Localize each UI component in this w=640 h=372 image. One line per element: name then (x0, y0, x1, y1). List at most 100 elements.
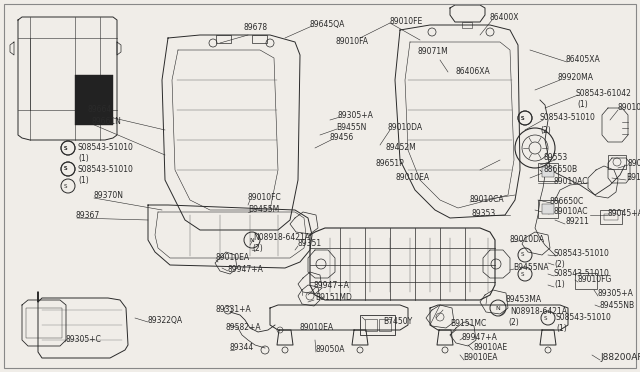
Text: 89582+A: 89582+A (226, 323, 262, 331)
Text: 89305+C: 89305+C (65, 336, 101, 344)
Text: 89010AE: 89010AE (473, 343, 507, 353)
Bar (542, 167, 554, 177)
Text: S: S (64, 145, 67, 151)
Bar (360, 315, 395, 335)
Text: 89651P: 89651P (376, 158, 404, 167)
Text: (1): (1) (554, 280, 564, 289)
Text: 89344: 89344 (230, 343, 254, 353)
Bar (538, 163, 558, 181)
Text: 89050A: 89050A (316, 346, 346, 355)
Bar (604, 214, 618, 220)
Text: 89010EA: 89010EA (300, 324, 334, 333)
Bar (379, 319, 391, 331)
Text: 89920MA: 89920MA (558, 74, 594, 83)
Text: 89305+A: 89305+A (598, 289, 634, 298)
Bar (462, 22, 472, 28)
Text: S08543-51010: S08543-51010 (554, 250, 610, 259)
Text: S08543-51010: S08543-51010 (556, 314, 612, 323)
Text: B9455NA: B9455NA (513, 263, 548, 272)
Text: 86405XA: 86405XA (565, 55, 600, 64)
Text: 89010CA: 89010CA (470, 196, 504, 205)
Text: B9151MD: B9151MD (315, 294, 352, 302)
Text: 89010EA: 89010EA (215, 253, 249, 263)
Bar (575, 273, 597, 289)
Text: S08543-51010: S08543-51010 (540, 113, 596, 122)
Text: S: S (64, 183, 67, 189)
Text: N: N (495, 305, 500, 311)
Text: 89010AA: 89010AA (617, 103, 640, 112)
Text: 89553: 89553 (544, 154, 568, 163)
Text: 89456: 89456 (330, 134, 355, 142)
Text: B9455N: B9455N (336, 122, 366, 131)
Text: S: S (521, 115, 525, 121)
Text: 89211: 89211 (565, 218, 589, 227)
Text: B9455M: B9455M (248, 205, 279, 215)
Text: 89045+A: 89045+A (608, 208, 640, 218)
Text: 89353: 89353 (472, 208, 496, 218)
Text: B9151MC: B9151MC (450, 318, 486, 327)
Text: (2): (2) (554, 260, 564, 269)
Text: 89452M: 89452M (386, 144, 417, 153)
Bar (75, 75, 113, 125)
Bar (252, 35, 267, 43)
Text: 89331+A: 89331+A (215, 305, 251, 314)
Bar (608, 155, 626, 169)
Text: J88200AF: J88200AF (600, 353, 640, 362)
Text: S: S (521, 272, 525, 276)
Text: (2): (2) (540, 125, 551, 135)
Bar (542, 204, 554, 214)
Text: S08543-51010: S08543-51010 (78, 164, 134, 173)
Text: 89010FA: 89010FA (335, 38, 368, 46)
Text: 86400X: 86400X (490, 13, 520, 22)
Text: N08918-6421A: N08918-6421A (253, 234, 310, 243)
Text: 89351: 89351 (297, 240, 321, 248)
Bar (26, 308, 62, 338)
Text: 89010FE: 89010FE (390, 17, 423, 26)
Text: N: N (249, 237, 253, 243)
Text: 89305+A: 89305+A (338, 110, 374, 119)
Text: 89455NB: 89455NB (600, 301, 635, 310)
Text: 89010FG: 89010FG (578, 276, 612, 285)
Text: 89322QA: 89322QA (148, 315, 183, 324)
Text: (1): (1) (78, 176, 89, 185)
Bar (538, 200, 558, 218)
Text: 89645QA: 89645QA (310, 20, 346, 29)
Text: 89367: 89367 (75, 211, 99, 219)
Text: 89370N: 89370N (93, 192, 123, 201)
Text: 89947+A: 89947+A (313, 282, 349, 291)
Bar (365, 319, 377, 331)
Text: S08543-61042: S08543-61042 (575, 89, 631, 97)
Text: 89010EA: 89010EA (395, 173, 429, 183)
Text: 89010AC: 89010AC (553, 208, 588, 217)
Text: B9010EA: B9010EA (463, 353, 497, 362)
Text: 89010FC: 89010FC (248, 193, 282, 202)
Text: 89071M: 89071M (418, 48, 449, 57)
Text: B9119+A: B9119+A (626, 173, 640, 183)
Text: (2): (2) (252, 244, 263, 253)
Text: 89010DA: 89010DA (510, 235, 545, 244)
Text: S: S (64, 167, 67, 171)
Text: 89453MA: 89453MA (505, 295, 541, 305)
Bar (216, 35, 231, 43)
Text: 89661N: 89661N (92, 118, 122, 126)
Text: 886650B: 886650B (543, 166, 577, 174)
Text: 886650C: 886650C (549, 196, 583, 205)
Text: S: S (544, 315, 547, 321)
Text: 89010AC: 89010AC (554, 176, 589, 186)
Text: 89678: 89678 (243, 23, 267, 32)
Text: 89947+A: 89947+A (228, 264, 264, 273)
Text: (2): (2) (508, 318, 519, 327)
Text: S: S (521, 253, 525, 257)
Text: (1): (1) (577, 100, 588, 109)
Bar (600, 210, 622, 224)
Text: 89947+A: 89947+A (462, 333, 498, 341)
Text: (1): (1) (556, 324, 567, 334)
Text: 89010AA: 89010AA (628, 158, 640, 167)
Text: S08543-51010: S08543-51010 (554, 269, 610, 279)
Text: (1): (1) (78, 154, 89, 164)
Text: 89010DA: 89010DA (388, 124, 423, 132)
Text: S08543-51010: S08543-51010 (78, 144, 134, 153)
Text: 89664: 89664 (88, 106, 112, 115)
Text: B7450Y: B7450Y (383, 317, 412, 327)
Text: S: S (64, 167, 67, 171)
